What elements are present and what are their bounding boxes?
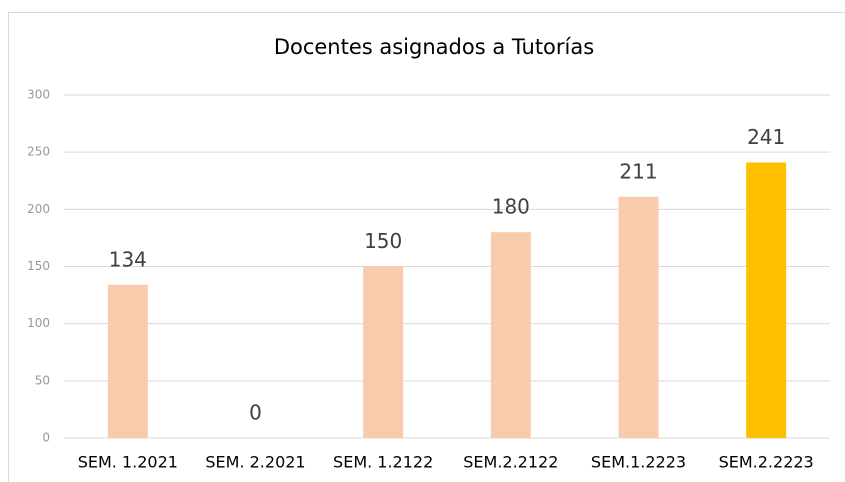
data-label: 180 — [492, 195, 530, 219]
y-tick-label: 150 — [27, 259, 50, 273]
chart-frame — [8, 12, 845, 482]
x-tick-label: SEM. 1.2021 — [78, 453, 178, 472]
data-label: 150 — [364, 229, 402, 253]
bar — [618, 196, 659, 438]
chart-title: Docentes asignados a Tutorías — [274, 35, 594, 59]
y-tick-label: 250 — [27, 145, 50, 159]
data-label: 211 — [619, 159, 657, 183]
bar — [107, 284, 148, 438]
x-tick-label: SEM.2.2223 — [719, 453, 814, 472]
y-tick-label: 50 — [35, 373, 50, 387]
y-tick-label: 0 — [42, 431, 50, 445]
y-tick-label: 300 — [27, 88, 50, 102]
data-label: 134 — [109, 247, 147, 271]
x-tick-label: SEM.1.2223 — [591, 453, 686, 472]
x-tick-label: SEM. 1.2122 — [333, 453, 433, 472]
y-tick-label: 200 — [27, 202, 50, 216]
y-tick-label: 100 — [27, 316, 50, 330]
x-tick-label: SEM. 2.2021 — [205, 453, 305, 472]
bar — [363, 266, 404, 438]
data-label: 0 — [249, 401, 262, 425]
x-tick-label: SEM.2.2122 — [463, 453, 558, 472]
bar — [746, 162, 787, 438]
data-label: 241 — [747, 125, 785, 149]
bar — [490, 232, 531, 438]
